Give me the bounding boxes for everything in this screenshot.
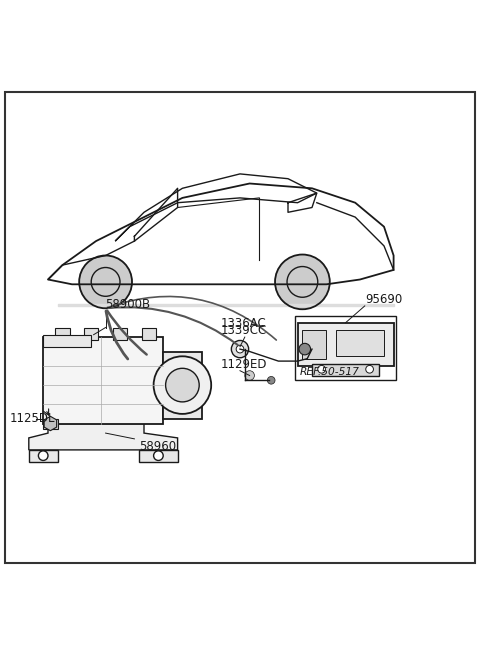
Circle shape bbox=[366, 365, 373, 373]
Circle shape bbox=[154, 356, 211, 414]
FancyBboxPatch shape bbox=[142, 328, 156, 339]
FancyBboxPatch shape bbox=[336, 330, 384, 356]
FancyBboxPatch shape bbox=[302, 330, 326, 359]
FancyBboxPatch shape bbox=[84, 328, 98, 339]
FancyBboxPatch shape bbox=[312, 364, 379, 375]
Polygon shape bbox=[163, 352, 202, 419]
Circle shape bbox=[166, 368, 199, 402]
Text: 95690: 95690 bbox=[365, 293, 402, 306]
Text: 1336AC: 1336AC bbox=[221, 317, 266, 330]
Polygon shape bbox=[44, 417, 57, 431]
Circle shape bbox=[154, 451, 163, 460]
FancyBboxPatch shape bbox=[113, 328, 127, 339]
FancyBboxPatch shape bbox=[43, 419, 58, 429]
Circle shape bbox=[236, 345, 244, 353]
Circle shape bbox=[38, 451, 48, 460]
Circle shape bbox=[245, 371, 254, 381]
Text: REF.50-517: REF.50-517 bbox=[300, 367, 360, 377]
FancyBboxPatch shape bbox=[43, 335, 91, 346]
FancyBboxPatch shape bbox=[298, 323, 394, 366]
Circle shape bbox=[231, 341, 249, 358]
Circle shape bbox=[318, 365, 325, 373]
Polygon shape bbox=[29, 424, 178, 450]
Circle shape bbox=[267, 377, 275, 384]
Text: 1339CC: 1339CC bbox=[221, 324, 267, 337]
Text: 58960: 58960 bbox=[139, 440, 176, 453]
Circle shape bbox=[299, 343, 311, 355]
Circle shape bbox=[275, 255, 330, 309]
FancyBboxPatch shape bbox=[43, 337, 163, 424]
Polygon shape bbox=[29, 450, 58, 462]
Text: 1129ED: 1129ED bbox=[221, 358, 267, 371]
Text: 1125DL: 1125DL bbox=[10, 412, 55, 425]
Text: 58900B: 58900B bbox=[106, 298, 151, 310]
Circle shape bbox=[79, 255, 132, 309]
FancyBboxPatch shape bbox=[55, 328, 70, 339]
Polygon shape bbox=[139, 450, 178, 462]
